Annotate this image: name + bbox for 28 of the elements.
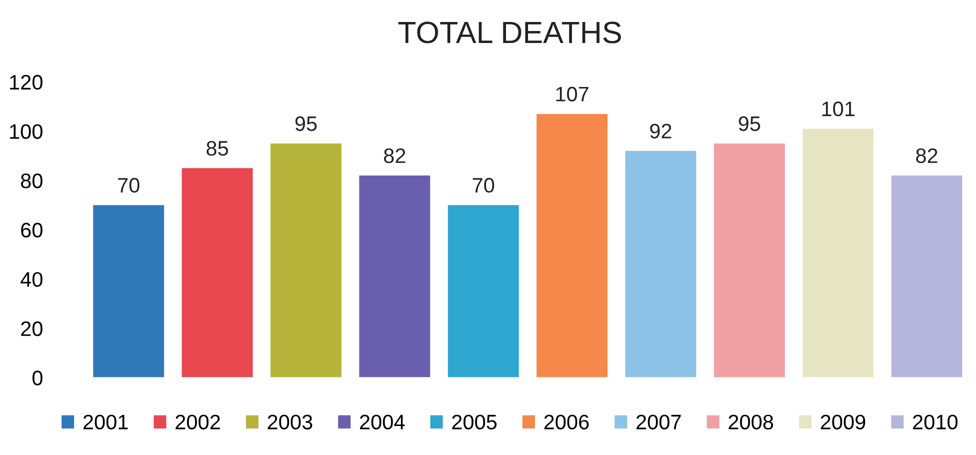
data-label: 95 xyxy=(295,116,317,132)
legend-label: 2004 xyxy=(360,414,405,430)
legend-label: 2006 xyxy=(544,414,589,430)
legend-label: 2007 xyxy=(636,414,681,430)
data-label: 82 xyxy=(916,148,938,164)
y-tick-label: 100 xyxy=(10,124,42,139)
data-label: 70 xyxy=(472,178,494,193)
data-label: 70 xyxy=(118,178,140,193)
data-label: 107 xyxy=(556,86,588,102)
y-tick-label: 120 xyxy=(10,74,42,90)
data-label: 101 xyxy=(822,102,854,116)
y-tick-label: 0 xyxy=(32,370,42,386)
legend-label: 2010 xyxy=(913,414,958,430)
legend-label: 2008 xyxy=(728,414,774,430)
legend-label: 2003 xyxy=(268,414,312,430)
y-tick-label: 40 xyxy=(20,272,42,287)
legend-label: 2001 xyxy=(83,414,128,430)
legend-label: 2005 xyxy=(452,414,497,430)
legend-label: 2009 xyxy=(820,414,866,430)
chart-title: TOTAL DEATHS xyxy=(398,22,621,44)
data-label: 85 xyxy=(206,140,228,156)
data-label: 82 xyxy=(384,148,406,164)
data-label: 95 xyxy=(738,116,760,132)
y-tick-label: 60 xyxy=(21,222,42,238)
y-tick-label: 20 xyxy=(21,321,42,336)
y-tick-label: 80 xyxy=(20,173,42,188)
data-label: 92 xyxy=(650,124,672,138)
legend-label: 2002 xyxy=(176,414,220,430)
